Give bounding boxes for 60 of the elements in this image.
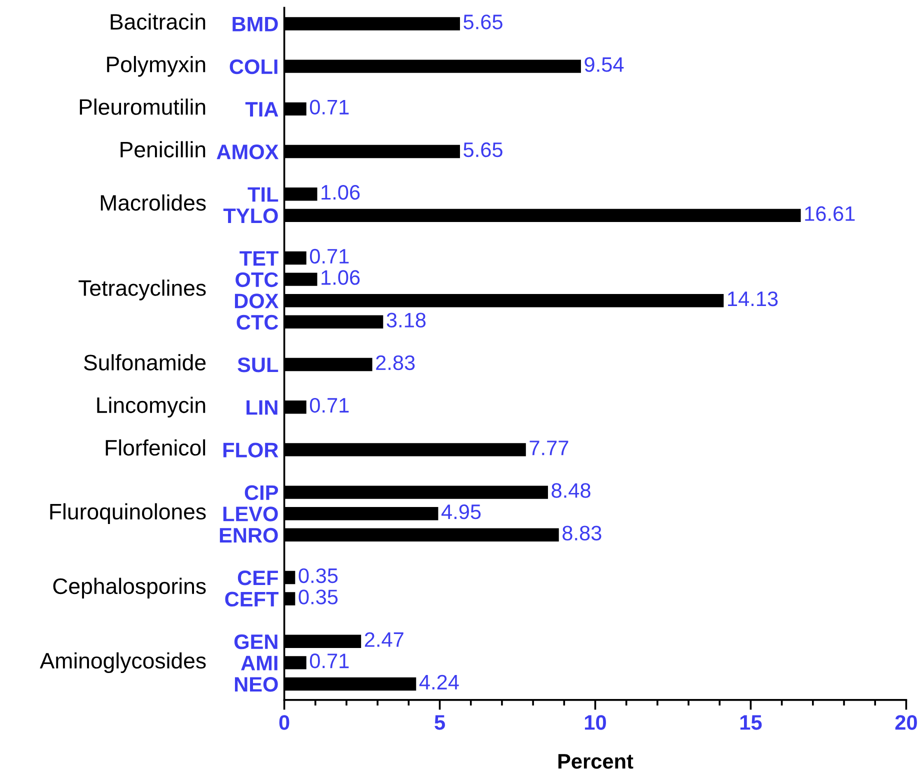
x-tick-label: 5	[434, 715, 445, 730]
text: Florfenicol	[106, 439, 206, 456]
data-label: 4.95	[441, 504, 481, 520]
y-tick-label: DOX	[234, 294, 279, 308]
data-label: 0.35	[298, 568, 338, 584]
y-tick-label: FLOR	[223, 442, 278, 458]
text: Bacitracin	[110, 13, 206, 30]
data-label: 1.06	[322, 270, 360, 285]
data-label: 5.65	[464, 142, 502, 158]
data-label: 7.77	[530, 440, 568, 456]
data-label: 16.61	[805, 206, 855, 222]
data-label: 8.48	[552, 483, 590, 498]
y-tick-label: GEN	[234, 634, 278, 650]
data-label: 0.71	[310, 248, 349, 264]
text: Polymyxin	[107, 56, 206, 77]
y-tick-label: CTC	[236, 314, 278, 330]
x-axis-title: Percent	[558, 754, 634, 769]
y-tick-label: CEF	[238, 570, 278, 586]
y-tick-label: AMI	[241, 656, 278, 670]
text: Lincomycin	[97, 396, 206, 418]
y-tick-label: ENRO	[220, 528, 278, 543]
y-tick-label: TIA	[245, 102, 278, 116]
data-label: 0.71	[310, 100, 349, 115]
data-label: 0.71	[310, 654, 349, 668]
data-label: 3.18	[386, 312, 426, 328]
text: Sulfonamide	[84, 354, 206, 370]
data-label: 2.47	[364, 632, 404, 647]
data-label: 9.54	[584, 57, 624, 72]
data-label: 0.71	[310, 398, 349, 413]
text: Tetracyclines	[78, 280, 206, 300]
y-tick-label: AMOX	[216, 144, 279, 160]
y-tick-label: LIN	[246, 400, 278, 415]
y-tick-label: CIP	[244, 485, 278, 500]
data-label: 14.13	[728, 291, 778, 306]
text: Aminoglycosides	[40, 652, 206, 674]
x-tick-label: 15	[740, 715, 762, 730]
x-tick-label: 20	[895, 715, 917, 730]
text: Fluroquinolones	[50, 503, 206, 524]
text: Cephalosporins	[53, 578, 206, 598]
text: Pleuromutilin	[80, 98, 206, 115]
y-tick-label: CEFT	[225, 592, 279, 607]
y-tick-label: TET	[240, 251, 279, 266]
y-tick-label: SUL	[238, 358, 278, 372]
x-tick-label: 10	[584, 715, 606, 730]
text: Macrolides	[100, 194, 206, 211]
data-label: 0.35	[298, 590, 338, 604]
data-label: 2.83	[376, 355, 415, 370]
y-tick-label: TIL	[248, 187, 278, 202]
text: Penicillin	[120, 141, 206, 158]
x-tick-label: 0	[279, 715, 290, 730]
y-tick-label: NEO	[234, 676, 278, 692]
y-tick-label: COLI	[230, 59, 278, 74]
y-tick-label: OTC	[236, 272, 278, 288]
data-label: 8.83	[562, 526, 602, 540]
y-tick-label: BMD	[232, 16, 278, 32]
data-label: 1.06	[322, 184, 360, 200]
y-tick-label: LEVO	[223, 506, 278, 522]
y-tick-label: TYLO	[223, 208, 278, 224]
data-label: 5.65	[464, 14, 502, 30]
data-label: 4.24	[419, 674, 459, 690]
